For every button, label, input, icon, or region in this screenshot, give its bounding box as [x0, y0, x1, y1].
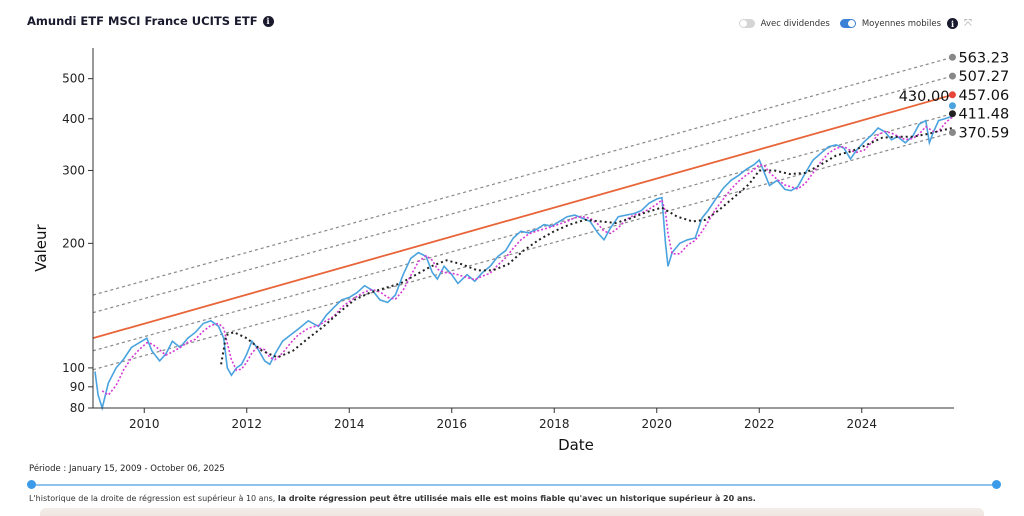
current-price-label: 430.00: [899, 89, 950, 105]
period-slider[interactable]: [27, 480, 1001, 489]
regression-band-line: [92, 56, 953, 296]
end-value-label: 563.23: [958, 50, 1009, 66]
moving-average-toggle[interactable]: [839, 19, 856, 28]
dividends-toggle[interactable]: [738, 19, 755, 28]
slider-start-handle[interactable]: [27, 480, 36, 489]
slider-end-handle[interactable]: [992, 480, 1001, 489]
y-tick-label: 200: [62, 236, 85, 250]
chart-title: Amundi ETF MSCI France UCITS ETF: [27, 14, 258, 28]
x-tick-label: 2010: [129, 417, 160, 431]
long-moving-average-line: [220, 127, 953, 365]
end-value-dot: [948, 110, 956, 118]
x-tick-label: 2014: [334, 417, 365, 431]
end-value-label: 411.48: [958, 107, 1009, 123]
end-value-label: 370.59: [958, 125, 1009, 141]
y-axis-title: Valeur: [32, 223, 50, 271]
axis-layer: 80 90 100 200 300 400 500 2010 2012 2014 2016 2018 2…: [62, 48, 954, 431]
chart-title-row: Amundi ETF MSCI France UCITS ETF i: [27, 14, 274, 28]
info-icon[interactable]: i: [262, 15, 274, 27]
x-tick-label: 2018: [539, 417, 570, 431]
y-tick-label: 90: [70, 380, 85, 394]
moving-average-info-icon[interactable]: i: [947, 18, 958, 29]
price-line: [94, 115, 953, 411]
period-label: Période : January 15, 2009 - October 06,…: [29, 464, 225, 474]
end-value-dot: [948, 53, 956, 61]
y-tick-label: 80: [70, 401, 85, 415]
x-tick-label: 2024: [846, 417, 877, 431]
chart-svg: 80 90 100 200 300 400 500 2010 2012 2014 2016 2018 2…: [32, 48, 1010, 454]
y-tick-label: 100: [62, 361, 85, 375]
y-tick-label: 400: [62, 112, 85, 126]
label-layer: 563.23 507.27 457.06 411.48 370.59 430.00: [899, 50, 1010, 141]
regression-note: L'historique de la droite de régression …: [29, 494, 756, 503]
end-value-dot: [948, 91, 956, 99]
toggle-knob: [847, 20, 855, 27]
x-tick-label: 2012: [231, 417, 262, 431]
expand-icon[interactable]: ⤧: [964, 17, 972, 29]
x-tick-label: 2020: [641, 417, 672, 431]
moving-average-toggle-label: Moyennes mobiles: [861, 18, 941, 29]
toggle-knob: [739, 20, 747, 27]
y-tick-label: 300: [62, 163, 85, 177]
dividends-toggle-label: Avec dividendes: [760, 18, 830, 29]
series-layer: [92, 93, 953, 411]
regression-line: [92, 93, 953, 340]
chart-controls: Avec dividendes Moyennes mobiles i ⤧: [738, 17, 974, 29]
end-value-dot: [948, 128, 956, 136]
y-tick-label: 500: [62, 72, 85, 86]
end-value-label: 457.06: [958, 88, 1009, 104]
end-value-label: 507.27: [958, 69, 1009, 85]
x-axis-title: Date: [558, 436, 594, 454]
current-price-dot: [948, 102, 956, 110]
short-moving-average-line: [101, 116, 953, 397]
band-layer: [92, 56, 953, 371]
x-tick-label: 2022: [744, 417, 775, 431]
end-value-dot: [948, 72, 956, 80]
next-panel-edge: [40, 508, 984, 516]
regression-note-text: L'historique de la droite de régression …: [29, 494, 278, 503]
regression-band-line: [92, 75, 953, 314]
regression-note-bold: la droite régression peut être utilisée …: [277, 494, 756, 503]
x-tick-label: 2016: [436, 417, 467, 431]
